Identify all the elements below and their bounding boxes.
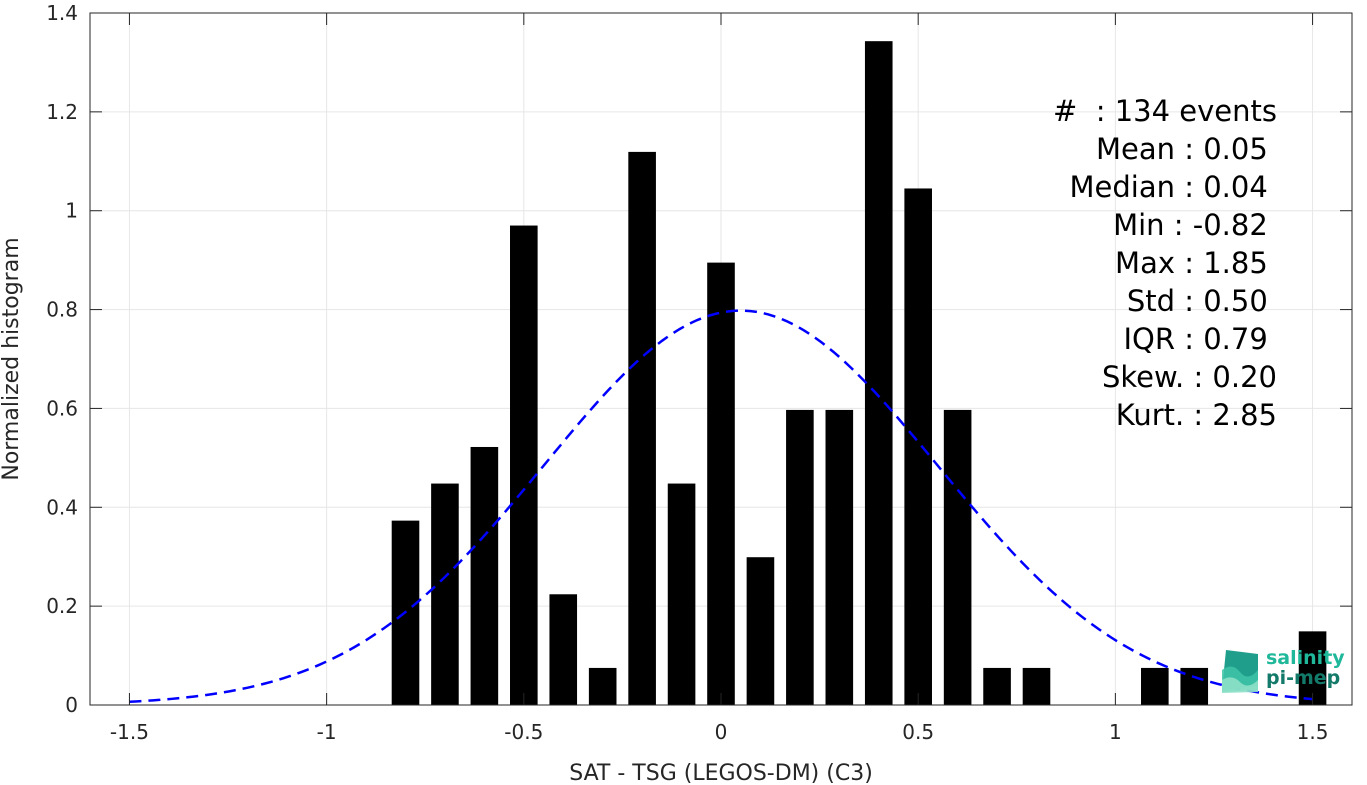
- y-tick-label: 0.8: [46, 298, 78, 322]
- histogram-bar: [510, 225, 538, 706]
- y-tick-label: 0.6: [46, 396, 78, 420]
- histogram-bar: [825, 409, 854, 705]
- stat-mean: Mean : 0.05: [1095, 132, 1277, 166]
- axes-frame: [89, 12, 1353, 706]
- salinity-pimep-logo: salinity pi-mep: [1218, 646, 1348, 696]
- stat-std: Std : 0.50: [1126, 284, 1277, 318]
- x-tick-label: 0: [715, 720, 728, 744]
- statistics-box: # : 134 events Mean : 0.05 Median : 0.04…: [1053, 92, 1277, 434]
- logo-line2: pi-mep: [1266, 667, 1341, 689]
- x-tick-labels: -1.5 -1 -0.5 0 0.5 1 1.5: [110, 720, 1329, 744]
- histogram-bar: [983, 667, 1011, 705]
- histogram-bar: [549, 594, 578, 705]
- histogram-bar: [943, 409, 972, 705]
- stat-min: Min : -0.82: [1113, 208, 1277, 242]
- logo-line1: salinity: [1266, 647, 1345, 669]
- histogram-bar: [1298, 631, 1327, 705]
- histogram-bar: [667, 483, 696, 705]
- stat-iqr: IQR : 0.79: [1123, 322, 1277, 356]
- histogram-bar: [1022, 667, 1051, 705]
- y-tick-label: 0.4: [46, 495, 78, 519]
- y-tick-label: 1.4: [46, 1, 78, 25]
- histogram-bars: [391, 41, 1327, 706]
- x-tick-label: 1: [1109, 720, 1122, 744]
- y-tick-label: 0: [65, 693, 78, 717]
- x-tick-label: -1: [317, 720, 337, 744]
- x-tick-label: 0.5: [902, 720, 934, 744]
- fit-curve-line: [129, 309, 1313, 704]
- histogram-bar: [746, 557, 775, 705]
- grid-lines: [90, 12, 1352, 706]
- y-tick-label: 0.2: [46, 594, 78, 618]
- x-tick-label: -1.5: [110, 720, 149, 744]
- histogram-bar: [707, 262, 735, 705]
- y-tick-label: 1.2: [46, 100, 78, 124]
- stat-skew: Skew. : 0.20: [1101, 360, 1277, 394]
- histogram-bar: [470, 446, 499, 705]
- y-tick-labels: 0 0.2 0.4 0.6 0.8 1 1.2 1.4: [46, 1, 78, 717]
- histogram-bar: [864, 41, 893, 705]
- stat-count: # : 134 events: [1053, 94, 1277, 128]
- x-tick-label: -0.5: [504, 720, 543, 744]
- stat-median: Median : 0.04: [1069, 170, 1277, 204]
- stat-max: Max : 1.85: [1115, 246, 1277, 280]
- x-tick-label: 1.5: [1297, 720, 1329, 744]
- histogram-bar: [628, 151, 656, 705]
- histogram-bar: [904, 188, 932, 705]
- wave-logo-icon: [1222, 650, 1258, 693]
- x-axis-label: SAT - TSG (LEGOS-DM) (C3): [569, 761, 873, 785]
- y-axis-label: Normalized histogram: [0, 237, 24, 480]
- stat-kurt: Kurt. : 2.85: [1115, 398, 1277, 432]
- y-tick-label: 1: [65, 199, 78, 223]
- normal-fit-curve: [129, 309, 1313, 704]
- histogram-bar: [431, 483, 459, 705]
- histogram-bar: [588, 667, 617, 705]
- histogram-bar: [786, 409, 814, 705]
- histogram-bar: [1141, 667, 1169, 705]
